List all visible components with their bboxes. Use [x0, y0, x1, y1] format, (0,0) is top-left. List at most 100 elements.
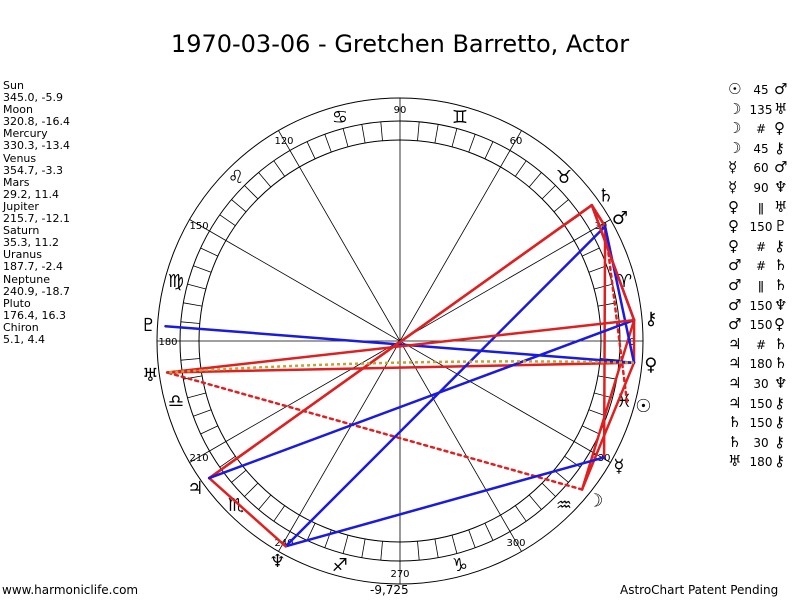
aspect-angle: 180 [749, 357, 773, 372]
aspect-planet1-icon: ♀ [728, 217, 739, 236]
aspect-planet1-icon: ☽ [728, 99, 742, 118]
zodiac-sign-icon-9: ♑ [452, 555, 468, 576]
footer-website: www.harmoniclife.com [2, 583, 139, 597]
aspect-planet1-icon: ☿ [728, 177, 738, 196]
aspect-line-moon-venus-2 [580, 361, 636, 491]
aspect-planet1-icon: ☽ [728, 138, 742, 157]
aspect-row: ☿ 90 ♆ [728, 178, 787, 198]
planet-glyph-mars-icon: ♂ [612, 208, 628, 229]
aspect-row: ♂ # ♄ [728, 256, 787, 276]
aspect-planet2-icon: ♄ [774, 354, 788, 373]
aspect-line-venus-uranus-6 [165, 361, 636, 374]
aspect-angle: 150 [749, 220, 773, 235]
aspect-angle: 150 [749, 298, 773, 313]
aspect-row: ♃ 150 ⚷ [728, 394, 787, 414]
planet-glyph-chiron-icon: ⚷ [644, 309, 657, 330]
aspect-angle: 150 [749, 416, 773, 431]
planet-glyph-jupiter-icon: ♃ [187, 478, 203, 499]
aspect-row: ♅ 180 ⚷ [728, 452, 787, 472]
aspect-row: ☽ 45 ⚷ [728, 139, 787, 159]
aspect-planet2-icon: ♂ [774, 158, 788, 177]
aspect-planet2-icon: ♂ [774, 80, 788, 98]
zodiac-sign-icon-3: ♋ [332, 107, 348, 128]
zodiac-sign-icon-0: ♈ [616, 271, 632, 292]
aspect-angle: 45 [753, 141, 769, 156]
position-name-chiron: Chiron [3, 320, 39, 334]
position-value-mars: 29.2, 11.4 [3, 187, 59, 201]
aspect-planet2-icon: ⚷ [774, 413, 785, 432]
aspect-planet2-icon: ⚷ [774, 452, 785, 471]
planet-glyph-mercury-icon: ☿ [613, 456, 624, 477]
aspect-line-mercury-neptune-5 [284, 456, 606, 548]
aspect-row: ♂ ǁ ♄ [728, 276, 787, 296]
parallel-line-venus-uranus [167, 360, 635, 374]
degree-label-60: 60 [510, 136, 523, 147]
zodiac-sign-icon-4: ♌ [228, 167, 244, 188]
position-value-uranus: 187.7, -2.4 [3, 260, 63, 274]
position-value-moon: 320.8, -16.4 [3, 115, 70, 129]
degree-label-180: 180 [158, 337, 177, 348]
aspect-list: ☉ 45 ♂ ☽ 135 ♅ ☽ # ♀ ☽ 45 ⚷ ☿ 60 ♂ ☿ 90 ♆ ♀ ǁ ♅ ♀ 150 ♇ ♀ # ⚷ ♂ # ♄ ♂ ǁ… [728, 80, 787, 472]
aspect-row: ♀ ǁ ♅ [728, 198, 787, 218]
zodiac-sign-icon-8: ♐ [332, 555, 348, 576]
aspect-planet2-icon: ♇ [774, 217, 788, 236]
position-name-mercury: Mercury [3, 127, 48, 141]
aspect-line-moon-uranus-1 [165, 371, 584, 491]
aspect-angle: # [755, 337, 767, 352]
aspect-angle: 150 [749, 396, 773, 411]
chart-title: 1970-03-06 - Gretchen Barretto, Actor [170, 30, 630, 58]
aspect-row: ♂ 150 ♆ [728, 296, 787, 316]
aspect-line-sun-mars-0 [603, 225, 629, 404]
aspect-row: ☿ 60 ♂ [728, 158, 787, 178]
position-name-sun: Sun [3, 79, 24, 92]
aspect-planet1-icon: ♂ [728, 315, 742, 334]
planet-glyph-uranus-icon: ♅ [142, 365, 158, 386]
aspect-planet1-icon: ♂ [728, 275, 742, 294]
aspect-planet2-icon: ⚷ [774, 138, 785, 157]
aspect-planet1-icon: ♂ [728, 295, 742, 314]
aspect-angle: 60 [753, 161, 769, 176]
zodiac-sign-icon-5: ♍ [168, 271, 184, 292]
aspect-planet2-icon: ♅ [774, 197, 788, 216]
position-value-pluto: 176.4, 16.3 [3, 308, 66, 322]
position-name-pluto: Pluto [3, 296, 31, 310]
position-value-chiron: 5.1, 4.4 [3, 332, 45, 346]
aspect-planet2-icon: ♀ [774, 315, 785, 334]
aspect-angle: ǁ [758, 200, 764, 215]
aspect-row: ☉ 45 ♂ [728, 80, 787, 100]
aspect-row: ♄ 30 ⚷ [728, 433, 787, 453]
aspect-planet1-icon: ♃ [728, 393, 742, 412]
aspect-planet2-icon: ♆ [774, 373, 788, 392]
zodiac-sign-icon-10: ♒ [556, 495, 572, 516]
degree-label-270: 270 [390, 569, 409, 580]
aspect-line-jupiter-neptune-15 [207, 476, 287, 548]
degree-label-210: 210 [190, 453, 209, 464]
zodiac-sign-icon-7: ♏ [228, 495, 244, 516]
degree-label-150: 150 [190, 221, 209, 232]
aspect-planet2-icon: ♄ [774, 256, 788, 275]
footer-value: -9,725 [370, 583, 409, 597]
position-name-saturn: Saturn [3, 224, 40, 238]
aspect-line-mars-neptune-11 [284, 225, 607, 548]
position-value-neptune: 240.9, -18.7 [3, 284, 70, 298]
aspect-line-uranus-chiron-19 [165, 318, 636, 374]
position-name-neptune: Neptune [3, 272, 51, 286]
aspect-row: ♄ 150 ⚷ [728, 413, 787, 433]
tick-marks [180, 121, 620, 561]
aspect-planet1-icon: ♃ [728, 373, 742, 392]
aspect-angle: 90 [753, 180, 769, 195]
aspect-planet1-icon: ♂ [728, 256, 742, 275]
aspect-row: ♂ 150 ♀ [728, 315, 787, 335]
aspect-planet2-icon: ♀ [774, 119, 785, 138]
aspect-row: ♃ 30 ♆ [728, 374, 787, 394]
aspect-planet1-icon: ♀ [728, 197, 739, 216]
aspect-planet2-icon: ♆ [774, 295, 788, 314]
position-name-moon: Moon [3, 103, 33, 117]
aspect-angle: ǁ [758, 278, 764, 293]
aspect-planet2-icon: ⚷ [774, 432, 785, 451]
position-name-uranus: Uranus [3, 248, 42, 262]
aspect-line-venus-pluto-7 [164, 324, 636, 364]
footer-patent: AstroChart Patent Pending [620, 583, 779, 597]
position-name-mars: Mars [3, 175, 30, 189]
